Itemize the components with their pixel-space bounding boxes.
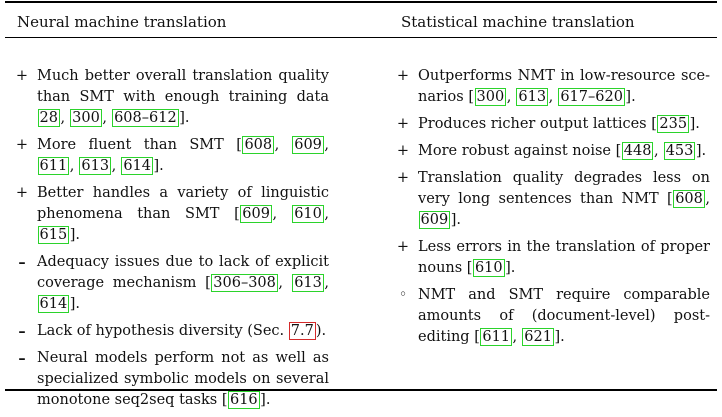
item-text: More robust against noise [448, 453]. bbox=[418, 142, 707, 160]
citation-link[interactable]: 611 bbox=[480, 328, 513, 346]
list-item: ◦ NMT and SMT require compara­ble amounts… bbox=[394, 285, 710, 348]
bottom-rule bbox=[5, 389, 717, 391]
citation-link[interactable]: 621 bbox=[522, 328, 554, 346]
list-item: – Adequacy issues due to lack of ex­plici… bbox=[13, 252, 329, 315]
citation-link[interactable]: 615 bbox=[37, 226, 70, 244]
item-text: Produces richer output lattices [235]. bbox=[418, 115, 700, 133]
header-rule bbox=[5, 37, 717, 38]
citation-link[interactable]: 300 bbox=[70, 109, 102, 127]
item-text: Neural models perform not as well as spe… bbox=[37, 350, 329, 409]
list-item: – Neural models perform not as well as sp… bbox=[13, 348, 329, 411]
minus-icon: – bbox=[18, 350, 26, 367]
citation-link[interactable]: 613 bbox=[292, 274, 324, 292]
citation-link[interactable]: 608–612 bbox=[112, 109, 179, 127]
citation-link[interactable]: 611 bbox=[37, 157, 70, 175]
citation-link[interactable]: 609 bbox=[418, 211, 451, 229]
citation-link[interactable]: 306–308 bbox=[211, 274, 278, 292]
plus-icon: + bbox=[396, 116, 410, 132]
citation-link[interactable]: 610 bbox=[472, 259, 505, 277]
citation-link[interactable]: 614 bbox=[37, 295, 70, 313]
header-nmt: Neural machine translation bbox=[17, 13, 227, 31]
citation-link[interactable]: 617–620 bbox=[558, 88, 625, 106]
item-text: Better handles a variety of linguistic p… bbox=[37, 185, 329, 244]
item-text: Lack of hypothesis diversity (Sec. 7.7). bbox=[37, 322, 327, 340]
list-item: + More robust against noise [448, 453]. bbox=[394, 141, 710, 162]
list-item: + More fluent than SMT [608, 609, 611, 61… bbox=[13, 135, 329, 177]
citation-link[interactable]: 28 bbox=[37, 109, 60, 127]
minus-icon: – bbox=[18, 323, 26, 340]
item-text: Much better overall translation qual­ity… bbox=[37, 68, 329, 127]
item-text: Less errors in the translation of proper… bbox=[418, 239, 710, 277]
plus-icon: + bbox=[396, 239, 410, 255]
list-item: + Produces richer output lattices [235]. bbox=[394, 114, 710, 135]
citation-link[interactable]: 608 bbox=[242, 136, 275, 154]
smt-column: + Outperforms NMT in low-resource sce­nar… bbox=[394, 66, 710, 354]
citation-link[interactable]: 453 bbox=[663, 142, 696, 160]
item-text: Outperforms NMT in low-resource sce­nari… bbox=[418, 68, 710, 106]
plus-icon: + bbox=[15, 68, 29, 84]
citation-link[interactable]: 235 bbox=[657, 115, 690, 133]
citation-link[interactable]: 609 bbox=[292, 136, 324, 154]
citation-link[interactable]: 610 bbox=[292, 205, 324, 223]
item-text: More fluent than SMT [608, 609, 611, 613… bbox=[37, 136, 330, 175]
citation-link[interactable]: 300 bbox=[474, 88, 507, 106]
list-item: – Lack of hypothesis diversity (Sec. 7.7)… bbox=[13, 321, 329, 342]
plus-icon: + bbox=[396, 170, 410, 186]
item-text: NMT and SMT require compara­ble amounts … bbox=[418, 287, 710, 346]
list-item: + Much better overall translation qual­it… bbox=[13, 66, 329, 129]
nmt-column: + Much better overall translation qual­it… bbox=[13, 66, 329, 417]
citation-link[interactable]: 616 bbox=[227, 391, 260, 409]
item-text: Adequacy issues due to lack of ex­plicit… bbox=[37, 254, 329, 313]
plus-icon: + bbox=[15, 137, 29, 153]
list-item: + Outperforms NMT in low-resource sce­nar… bbox=[394, 66, 710, 108]
list-item: + Better handles a variety of linguistic … bbox=[13, 183, 329, 246]
item-text: Translation quality degrades less on ver… bbox=[418, 170, 710, 229]
plus-icon: + bbox=[396, 143, 410, 159]
citation-link[interactable]: 614 bbox=[121, 157, 153, 175]
citation-link[interactable]: 613 bbox=[79, 157, 112, 175]
citation-link[interactable]: 613 bbox=[516, 88, 549, 106]
citation-link[interactable]: 448 bbox=[621, 142, 654, 160]
citation-link[interactable]: 609 bbox=[240, 205, 272, 223]
circle-icon: ◦ bbox=[398, 287, 408, 303]
list-item: + Translation quality degrades less on ve… bbox=[394, 168, 710, 231]
top-rule bbox=[5, 1, 717, 3]
list-item: + Less errors in the translation of prope… bbox=[394, 237, 710, 279]
header-smt: Statistical machine translation bbox=[401, 13, 635, 31]
minus-icon: – bbox=[18, 254, 26, 271]
plus-icon: + bbox=[15, 185, 29, 201]
citation-link[interactable]: 608 bbox=[673, 190, 705, 208]
plus-icon: + bbox=[396, 68, 410, 84]
section-ref-link[interactable]: 7.7 bbox=[288, 322, 316, 340]
